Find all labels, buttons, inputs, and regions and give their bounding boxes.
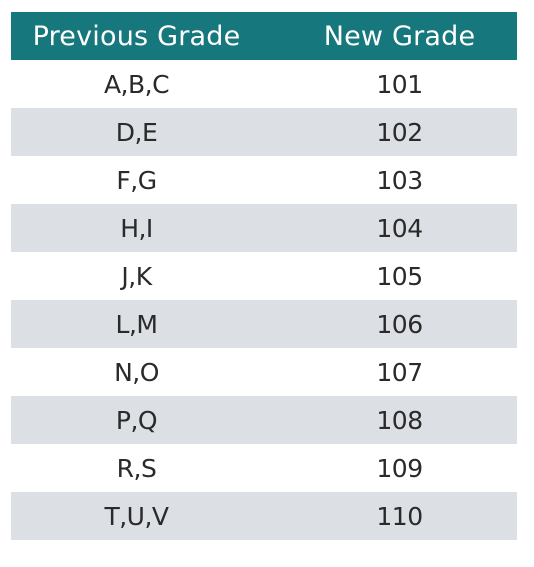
previous-grade-cell: D,E — [11, 108, 274, 156]
table-row: T,U,V 110 — [11, 492, 517, 540]
header-row: Previous Grade New Grade — [11, 12, 517, 60]
previous-grade-header: Previous Grade — [11, 12, 274, 60]
previous-grade-cell: A,B,C — [11, 60, 274, 108]
table-header: Previous Grade New Grade — [11, 12, 517, 60]
table-row: P,Q 108 — [11, 396, 517, 444]
table-row: L,M 106 — [11, 300, 517, 348]
new-grade-cell: 102 — [274, 108, 517, 156]
table-row: F,G 103 — [11, 156, 517, 204]
grade-conversion-table: Previous Grade New Grade A,B,C 101 D,E 1… — [11, 12, 517, 540]
table-row: J,K 105 — [11, 252, 517, 300]
previous-grade-cell: P,Q — [11, 396, 274, 444]
new-grade-cell: 109 — [274, 444, 517, 492]
previous-grade-cell: H,I — [11, 204, 274, 252]
table-row: R,S 109 — [11, 444, 517, 492]
table-row: N,O 107 — [11, 348, 517, 396]
previous-grade-cell: J,K — [11, 252, 274, 300]
previous-grade-cell: F,G — [11, 156, 274, 204]
previous-grade-cell: N,O — [11, 348, 274, 396]
previous-grade-cell: L,M — [11, 300, 274, 348]
table-row: A,B,C 101 — [11, 60, 517, 108]
table-body: A,B,C 101 D,E 102 F,G 103 H,I 104 J,K 10… — [11, 60, 517, 540]
new-grade-cell: 106 — [274, 300, 517, 348]
table-row: H,I 104 — [11, 204, 517, 252]
new-grade-cell: 107 — [274, 348, 517, 396]
new-grade-cell: 101 — [274, 60, 517, 108]
new-grade-cell: 108 — [274, 396, 517, 444]
table-row: D,E 102 — [11, 108, 517, 156]
new-grade-cell: 103 — [274, 156, 517, 204]
previous-grade-cell: R,S — [11, 444, 274, 492]
new-grade-cell: 105 — [274, 252, 517, 300]
new-grade-cell: 104 — [274, 204, 517, 252]
previous-grade-cell: T,U,V — [11, 492, 274, 540]
new-grade-header: New Grade — [274, 12, 517, 60]
new-grade-cell: 110 — [274, 492, 517, 540]
